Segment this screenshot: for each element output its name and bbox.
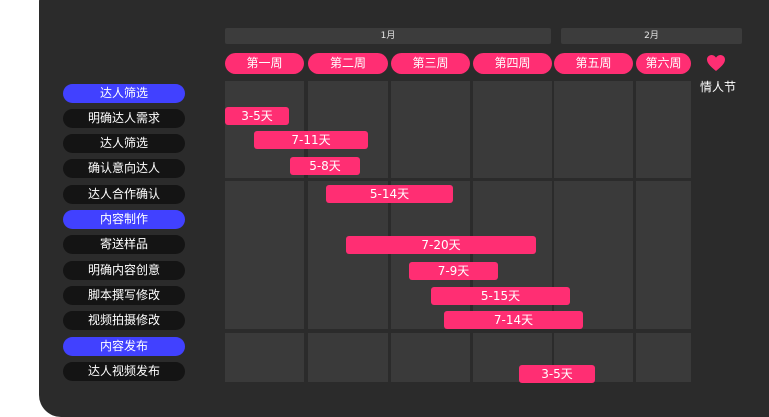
task-label: 达人视频发布 (63, 362, 185, 381)
week-header-6: 第六周 (636, 53, 691, 74)
week-header-1: 第一周 (225, 53, 304, 74)
gantt-bar: 5-15天 (431, 287, 570, 305)
month-header-jan: 1月 (225, 28, 551, 44)
grid-cell (554, 181, 633, 329)
gantt-bar: 7-20天 (346, 236, 536, 254)
task-label: 明确达人需求 (63, 109, 185, 128)
grid-cell (636, 333, 691, 382)
task-label: 脚本撰写修改 (63, 286, 185, 305)
gantt-bar: 5-8天 (290, 157, 360, 175)
grid-cell (554, 81, 633, 178)
section-label-screening: 达人筛选 (63, 84, 185, 103)
grid-cell (308, 181, 388, 329)
heart-icon (707, 55, 725, 71)
gantt-bar: 3-5天 (225, 107, 289, 125)
gantt-bar: 7-9天 (409, 262, 498, 280)
grid-cell (473, 81, 552, 178)
task-label: 视频拍摄修改 (63, 311, 185, 330)
task-label: 寄送样品 (63, 235, 185, 254)
grid-cell (225, 181, 304, 329)
section-label-production: 内容制作 (63, 210, 185, 229)
gantt-bar: 7-11天 (254, 131, 368, 149)
week-header-2: 第二周 (308, 53, 388, 74)
grid-cell (391, 181, 470, 329)
week-header-4: 第四周 (473, 53, 552, 74)
task-label: 确认意向达人 (63, 159, 185, 178)
gantt-bar: 5-14天 (326, 185, 453, 203)
gantt-bar: 7-14天 (444, 311, 583, 329)
week-header-3: 第三周 (391, 53, 470, 74)
grid-cell (473, 181, 552, 329)
grid-cell (391, 81, 470, 178)
week-header-5: 第五周 (554, 53, 633, 74)
grid-cell (225, 333, 304, 382)
section-label-publish: 内容发布 (63, 337, 185, 356)
task-label: 达人筛选 (63, 134, 185, 153)
task-label: 明确内容创意 (63, 261, 185, 280)
month-header-feb: 2月 (561, 28, 742, 44)
grid-cell (636, 81, 691, 178)
grid-cell (636, 181, 691, 329)
grid-cell (308, 333, 388, 382)
task-label: 达人合作确认 (63, 185, 185, 204)
gantt-bar: 3-5天 (519, 365, 595, 383)
grid-cell (391, 333, 470, 382)
valentines-day-label: 情人节 (699, 80, 736, 94)
